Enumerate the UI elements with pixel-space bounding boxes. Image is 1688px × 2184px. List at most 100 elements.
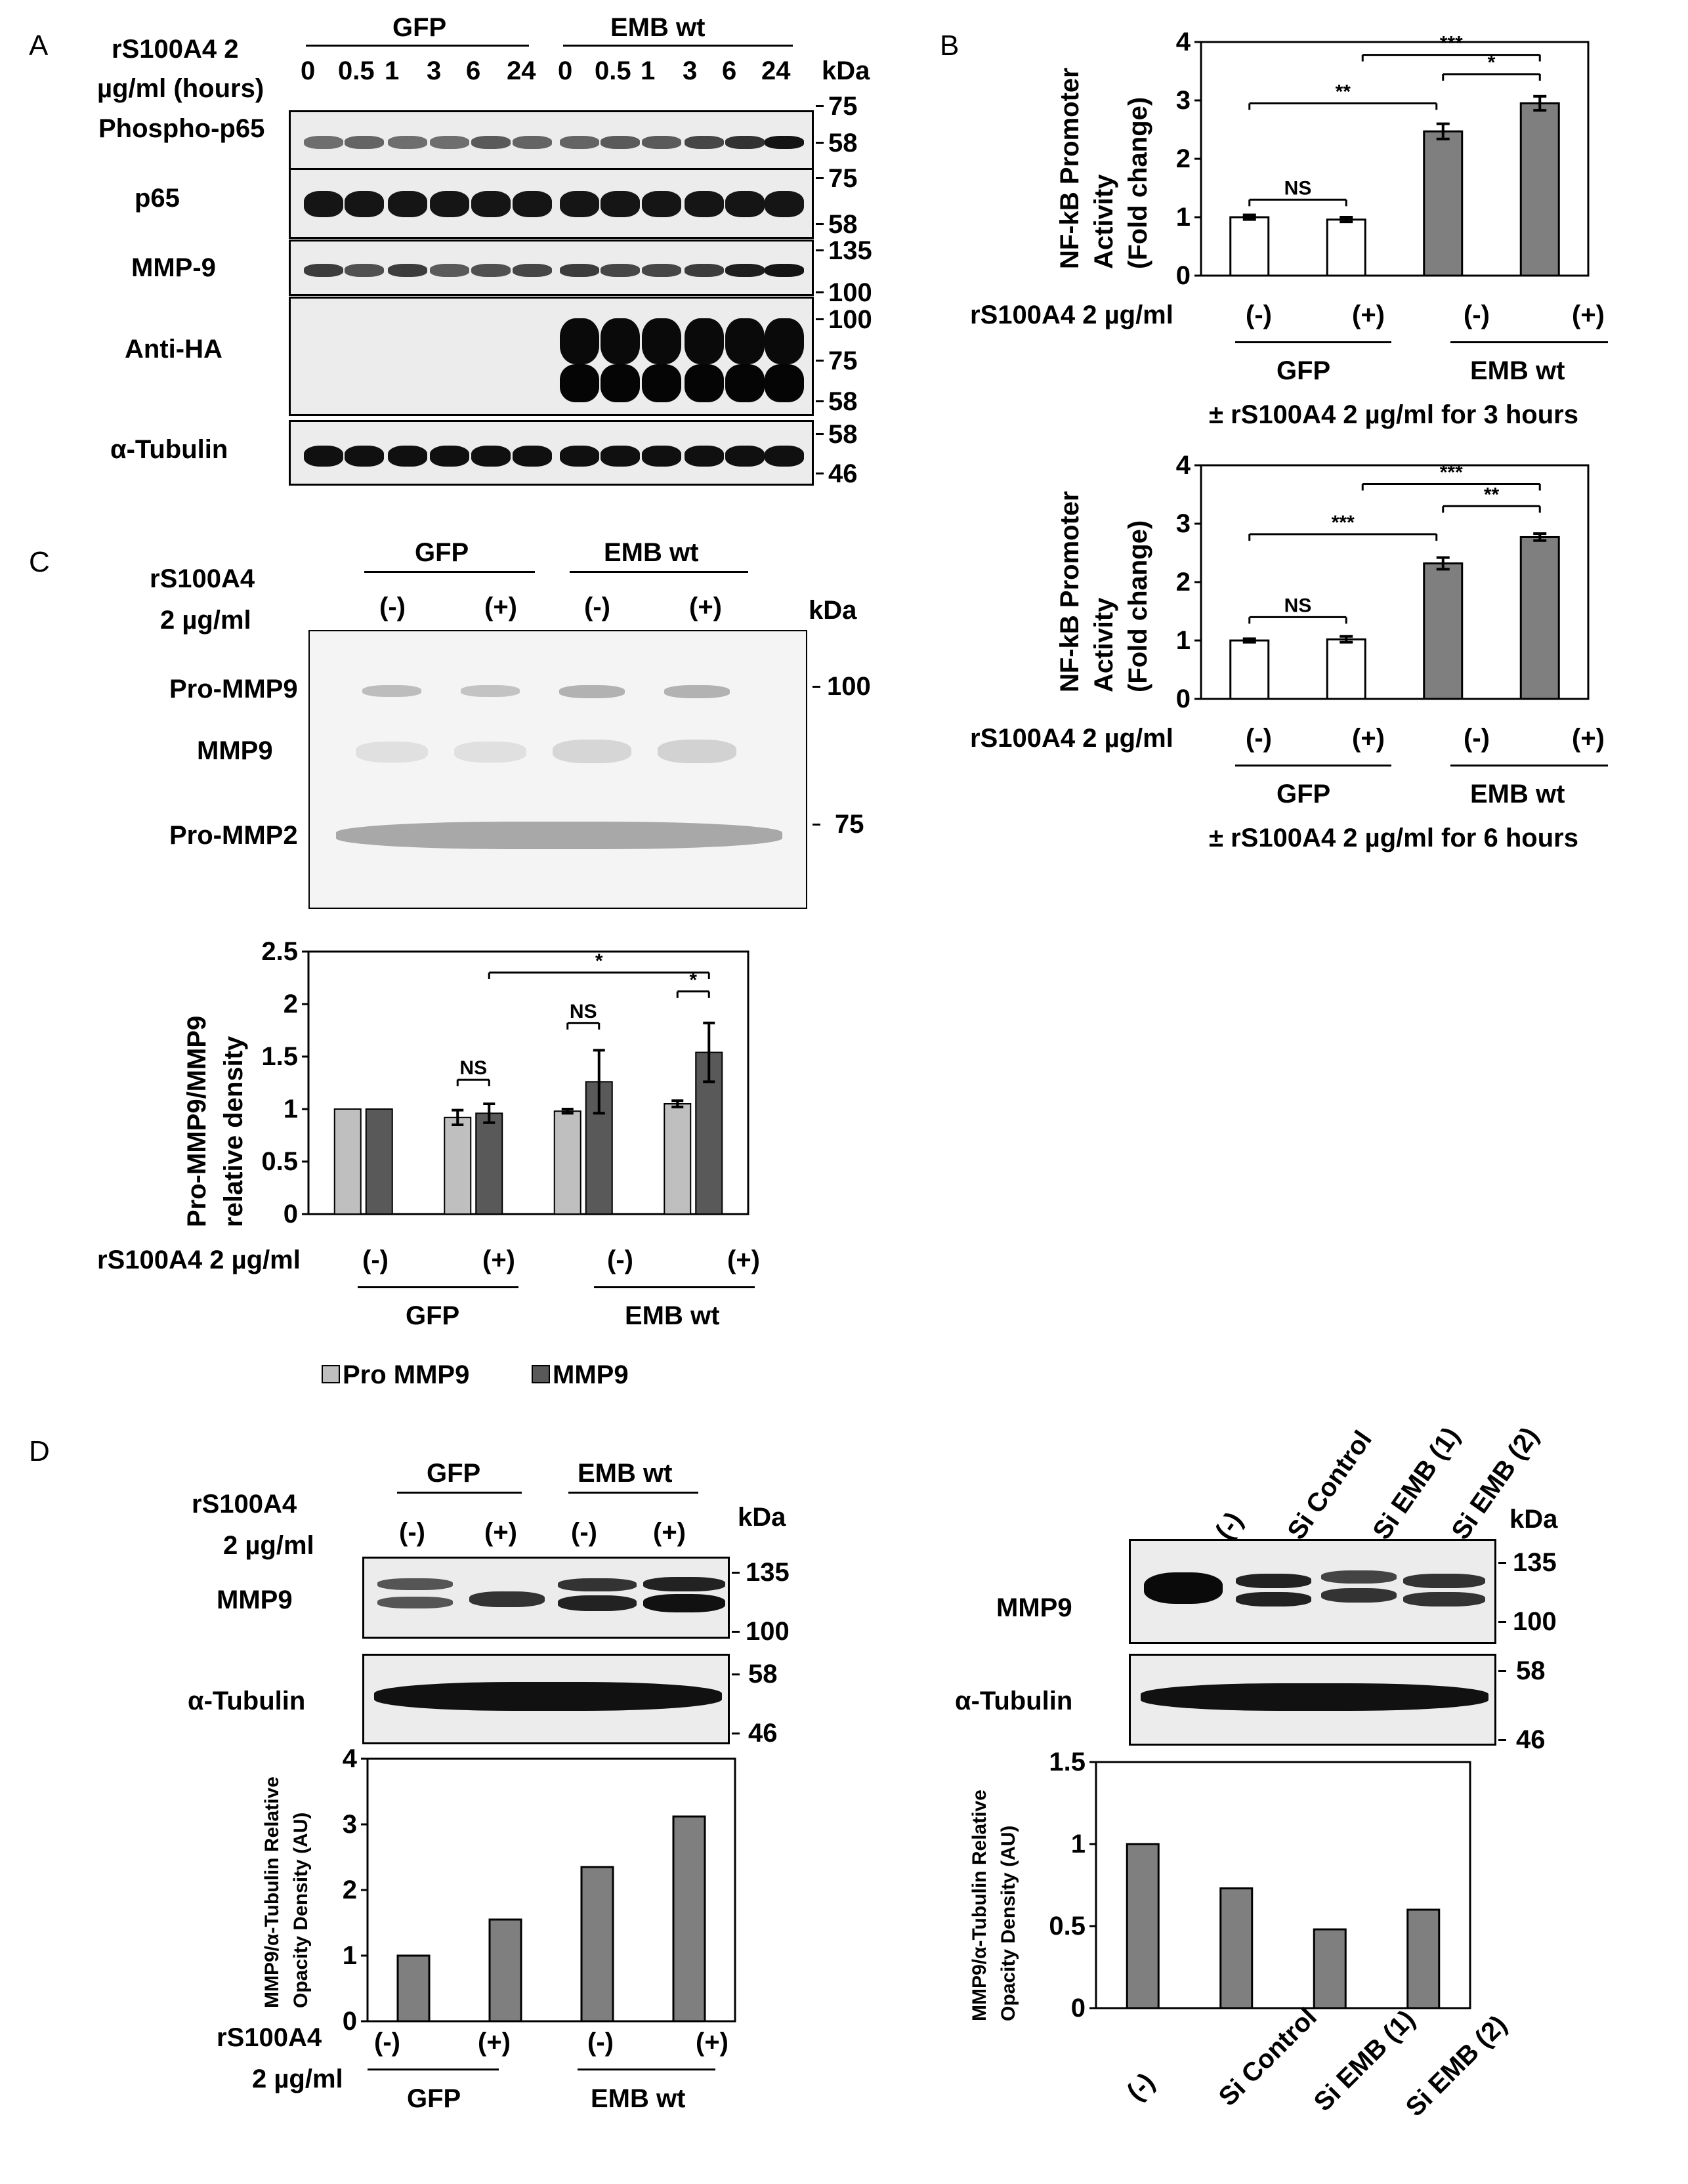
lane-sign-3: (-) (584, 593, 610, 621)
y-axis-label: (Fold change) (1124, 520, 1152, 692)
row-label: α-Tubulin (110, 435, 228, 464)
band-label-mmp9: MMP9 (197, 736, 273, 765)
y-tick-label: 0 (1071, 1994, 1086, 2023)
y-axis-label: Opacity Density (AU) (998, 1825, 1019, 2021)
significance-label: *** (1440, 33, 1463, 54)
bar (664, 1103, 692, 1215)
group-line (1235, 341, 1391, 343)
y-tick-label: 3 (1176, 509, 1191, 538)
caption: ± rS100A4 2 µg/ml for 3 hours (1209, 400, 1578, 429)
marker-label: 75 (828, 346, 858, 375)
bar (488, 1918, 522, 2023)
significance-label: NS (1284, 595, 1312, 616)
significance-label: * (1488, 52, 1496, 74)
bar (396, 1954, 431, 2023)
y-axis-label: NF-kB Promoter (1055, 491, 1084, 692)
group-line-emb (570, 571, 748, 573)
blot-p65 (289, 168, 814, 239)
marker-tick (816, 249, 824, 251)
group-label: GFP (406, 1301, 460, 1330)
y-tick-label: 0 (1176, 684, 1191, 713)
y-tick-label: 3 (1176, 86, 1191, 115)
marker-100: 100 (746, 1617, 790, 1646)
y-axis-label: Opacity Density (AU) (290, 1812, 312, 2008)
row-label: Anti-HA (125, 335, 222, 364)
blot-tubulin (289, 420, 814, 486)
group-label-gfp: GFP (392, 13, 447, 42)
row-label: Phospho-p65 (98, 114, 265, 143)
treatment-label: rS100A4 2 µg/ml (970, 301, 1173, 329)
y-tick-label: 1.5 (261, 1042, 298, 1071)
marker-100: 100 (827, 672, 871, 701)
kda-label: kDa (809, 596, 857, 625)
bar (1326, 219, 1366, 277)
y-tick-label: 2.5 (261, 937, 298, 966)
treatment-label-line1: rS100A4 (192, 1490, 297, 1519)
lane-sign: (-) (1246, 301, 1272, 329)
group-line (1450, 765, 1608, 766)
panel-label-c: C (29, 546, 50, 578)
marker-135: 135 (746, 1558, 790, 1587)
lane-sign: (-) (587, 2028, 614, 2057)
plot-frame (1095, 1761, 1471, 2009)
marker-tick (816, 360, 824, 362)
bar (1229, 216, 1270, 277)
treatment-label-line2b: 2 µg/ml (252, 2065, 343, 2093)
significance-label: *** (1332, 512, 1355, 534)
caption: ± rS100A4 2 µg/ml for 6 hours (1209, 824, 1578, 852)
y-axis-label: relative density (219, 1036, 248, 1227)
time-label: 0 (558, 56, 573, 85)
lane-sign: (+) (478, 2028, 511, 2057)
group-line (368, 2068, 499, 2070)
group-label: GFP (1277, 356, 1331, 385)
bar (585, 1081, 613, 1215)
marker-tick (816, 223, 824, 225)
bar (1219, 1887, 1254, 2009)
treatment-label-line1b: rS100A4 (217, 2023, 322, 2052)
lane-sign: (+) (727, 1246, 760, 1274)
bar (1313, 1928, 1347, 2009)
y-axis-label: MMP9/α-Tubulin Relative (261, 1776, 283, 2008)
bar (1423, 562, 1464, 700)
blot-tubulin (1129, 1654, 1496, 1746)
marker-label: 46 (828, 459, 858, 488)
group-label-emb: EMB wt (578, 1459, 673, 1488)
zymography-gel (308, 630, 807, 909)
bar (1406, 1908, 1441, 2009)
group-line-gfp (364, 571, 535, 573)
group-label: EMB wt (625, 1301, 720, 1330)
time-label: 6 (466, 56, 481, 85)
group-label: EMB wt (1470, 780, 1565, 808)
chart-svg: 0 0.5 1 1.5 2 2.5 NS NS * * (261, 937, 749, 1228)
lane-sign: (+) (1352, 724, 1385, 753)
lane-sign: (+) (1572, 724, 1605, 753)
significance-label: ** (1484, 484, 1500, 505)
bar (1519, 536, 1560, 700)
y-tick-label: 1 (284, 1095, 298, 1124)
bar (1229, 639, 1270, 700)
y-tick-label: 1 (1071, 1830, 1086, 1858)
bar (1126, 1843, 1160, 2009)
lane-sign: (-) (607, 1246, 633, 1274)
blot-phospho-p65 (289, 110, 814, 175)
marker-label: 58 (828, 420, 858, 449)
plot-frame (307, 950, 749, 1215)
marker-tick (816, 142, 824, 144)
y-axis-label: Activity (1089, 174, 1118, 270)
time-label: 24 (761, 56, 791, 85)
row-label-mmp9: MMP9 (217, 1586, 293, 1614)
group-line-emb (568, 1492, 698, 1494)
lane-sign-1: (-) (379, 593, 406, 621)
bar (444, 1116, 472, 1215)
bar (1519, 102, 1560, 277)
y-axis-label: MMP9/α-Tubulin Relative (969, 1790, 990, 2021)
y-tick-label: 0 (343, 2007, 357, 2036)
treatment-label-line1: rS100A4 2 (112, 35, 239, 64)
lane-sign: (+) (696, 2028, 728, 2057)
y-tick-label: 4 (1176, 451, 1191, 480)
significance-label: * (595, 950, 603, 972)
lane-sign-3: (-) (571, 1518, 597, 1547)
y-tick-label: 2 (1176, 144, 1191, 173)
marker-label: 58 (828, 387, 858, 416)
y-tick-label: 0.5 (1049, 1912, 1086, 1941)
